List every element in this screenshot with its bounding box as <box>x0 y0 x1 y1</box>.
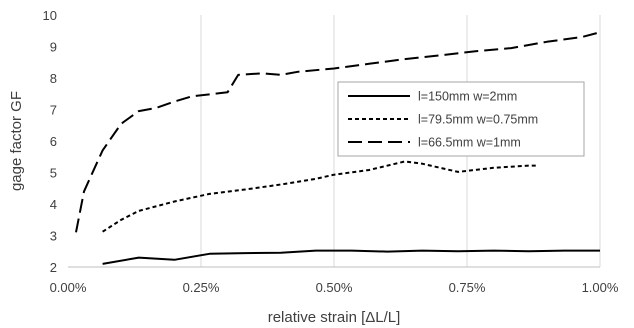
legend-label-3: l=66.5mm w=1mm <box>418 136 521 150</box>
x-tick-label-3: 0.75% <box>449 280 486 295</box>
y-tick-label-4: 6 <box>50 134 57 149</box>
x-tick-label-1: 0.25% <box>183 280 220 295</box>
legend-label-2: l=79.5mm w=0.75mm <box>418 113 538 127</box>
series-line-2 <box>102 160 537 233</box>
y-tick-label-8: 10 <box>43 8 57 23</box>
y-tick-label-2: 4 <box>50 197 57 212</box>
y-tick-label-1: 3 <box>50 229 57 244</box>
x-axis-title: relative strain [ΔL/L] <box>268 309 401 326</box>
y-tick-label-5: 7 <box>50 103 57 118</box>
y-tick-label-6: 8 <box>50 71 57 86</box>
legend-box <box>337 81 585 157</box>
series-line-1 <box>102 249 600 265</box>
y-tick-label-0: 2 <box>50 260 57 275</box>
x-tick-label-4: 1.00% <box>582 280 619 295</box>
series-line-3 <box>75 31 601 233</box>
x-tick-label-0: 0.00% <box>50 280 87 295</box>
legend-label-1: l=150mm w=2mm <box>418 90 517 104</box>
legend: l=150mm w=2mm l=79.5mm w=0.75mm l=66.5mm w… <box>337 81 585 157</box>
x-tick-label-2: 0.50% <box>316 280 353 295</box>
y-axis: 2 3 4 5 6 7 8 9 10 <box>43 8 57 275</box>
y-axis-title: gage factor GF <box>8 91 25 191</box>
y-tick-label-3: 5 <box>50 166 57 181</box>
series-group <box>75 31 601 265</box>
x-axis: 0.00% 0.25% 0.50% 0.75% 1.00% <box>50 280 619 295</box>
y-tick-label-7: 9 <box>50 40 57 55</box>
